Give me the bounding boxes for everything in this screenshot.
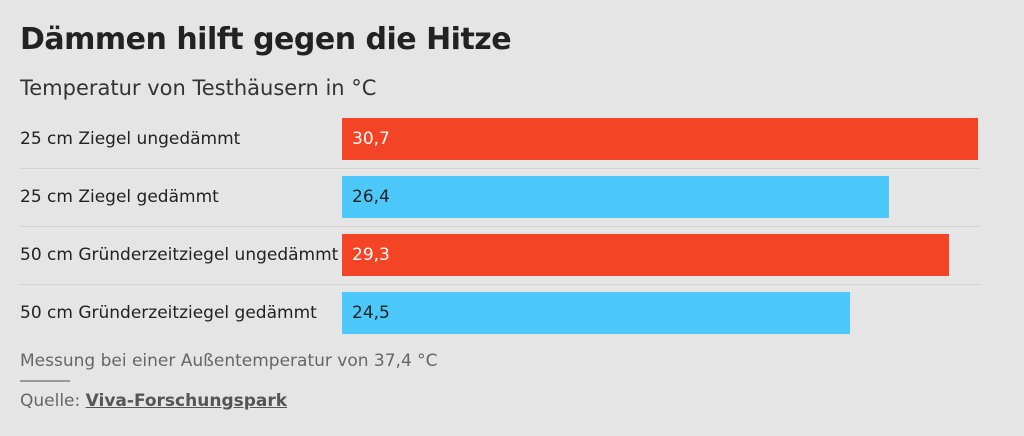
chart-title: Dämmen hilft gegen die Hitze <box>20 22 512 57</box>
source-line: Quelle: Viva-Forschungspark <box>20 391 287 411</box>
bar-chart: 25 cm Ziegel ungedämmt 30,7 25 cm Ziegel g… <box>20 110 980 340</box>
measurement-note: Messung bei einer Außentemperatur von 37… <box>20 351 438 371</box>
footer-divider <box>20 380 70 382</box>
value-label: 26,4 <box>352 187 390 207</box>
category-label: 25 cm Ziegel ungedämmt <box>20 129 241 149</box>
bar-row: 25 cm Ziegel ungedämmt 30,7 <box>20 110 980 169</box>
bar-row: 50 cm Gründerzeitziegel ungedämmt 29,3 <box>20 226 980 285</box>
category-label: 25 cm Ziegel gedämmt <box>20 187 219 207</box>
source-link[interactable]: Viva-Forschungspark <box>85 391 288 411</box>
value-label: 30,7 <box>352 129 390 149</box>
value-label: 29,3 <box>352 245 390 265</box>
category-label: 50 cm Gründerzeitziegel gedämmt <box>20 303 317 323</box>
chart-subtitle: Temperatur von Testhäusern in °C <box>20 76 377 100</box>
bar <box>342 176 889 218</box>
bar <box>342 118 978 160</box>
bar <box>342 234 949 276</box>
value-label: 24,5 <box>352 303 390 323</box>
category-label: 50 cm Gründerzeitziegel ungedämmt <box>20 245 339 265</box>
bar-row: 50 cm Gründerzeitziegel gedämmt 24,5 <box>20 284 980 342</box>
source-prefix: Quelle: <box>20 391 86 411</box>
bar <box>342 292 850 334</box>
bar-row: 25 cm Ziegel gedämmt 26,4 <box>20 168 980 227</box>
